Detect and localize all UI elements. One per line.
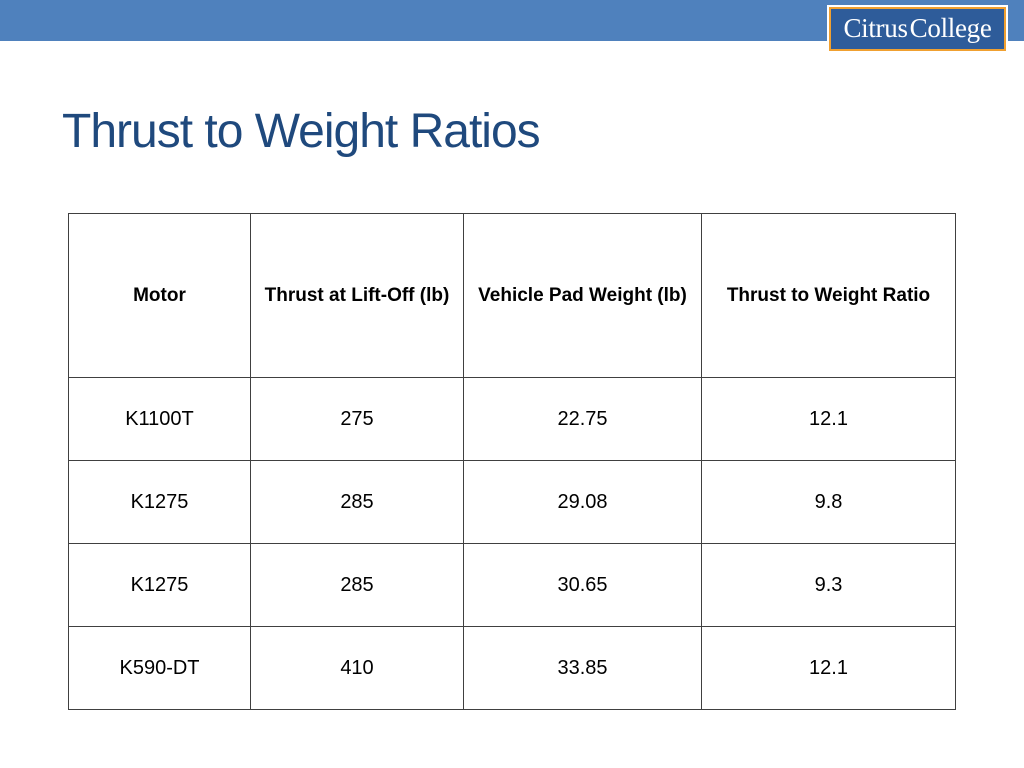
table-row: K1275 285 29.08 9.8 — [68, 460, 956, 544]
header-motor: Motor — [68, 213, 251, 378]
logo-word-college: College — [909, 12, 992, 43]
thrust-ratio-table: Motor Thrust at Lift-Off (lb) Vehicle Pa… — [68, 213, 956, 710]
citrus-college-logo: Citrus College — [827, 5, 1008, 53]
slide-title: Thrust to Weight Ratios — [62, 105, 541, 158]
cell-thrust: 275 — [250, 377, 464, 461]
table-row: K1275 285 30.65 9.3 — [68, 543, 956, 627]
cell-motor: K1275 — [68, 543, 251, 627]
cell-motor: K1275 — [68, 460, 251, 544]
table-row: K1100T 275 22.75 12.1 — [68, 377, 956, 461]
cell-thrust: 285 — [250, 460, 464, 544]
logo-badge: Citrus College — [829, 7, 1006, 51]
cell-pad-weight: 29.08 — [463, 460, 702, 544]
cell-pad-weight: 22.75 — [463, 377, 702, 461]
cell-motor: K590-DT — [68, 626, 251, 710]
table-header-row: Motor Thrust at Lift-Off (lb) Vehicle Pa… — [68, 213, 956, 378]
cell-thrust: 410 — [250, 626, 464, 710]
cell-motor: K1100T — [68, 377, 251, 461]
cell-ratio: 9.3 — [701, 543, 956, 627]
cell-ratio: 9.8 — [701, 460, 956, 544]
header-thrust-to-weight-ratio: Thrust to Weight Ratio — [701, 213, 956, 378]
cell-ratio: 12.1 — [701, 626, 956, 710]
header-vehicle-pad-weight: Vehicle Pad Weight (lb) — [463, 213, 702, 378]
logo-word-citrus: Citrus — [843, 12, 908, 43]
cell-pad-weight: 30.65 — [463, 543, 702, 627]
header-thrust-at-lift-off: Thrust at Lift-Off (lb) — [250, 213, 464, 378]
cell-pad-weight: 33.85 — [463, 626, 702, 710]
cell-thrust: 285 — [250, 543, 464, 627]
table-row: K590-DT 410 33.85 12.1 — [68, 626, 956, 710]
cell-ratio: 12.1 — [701, 377, 956, 461]
